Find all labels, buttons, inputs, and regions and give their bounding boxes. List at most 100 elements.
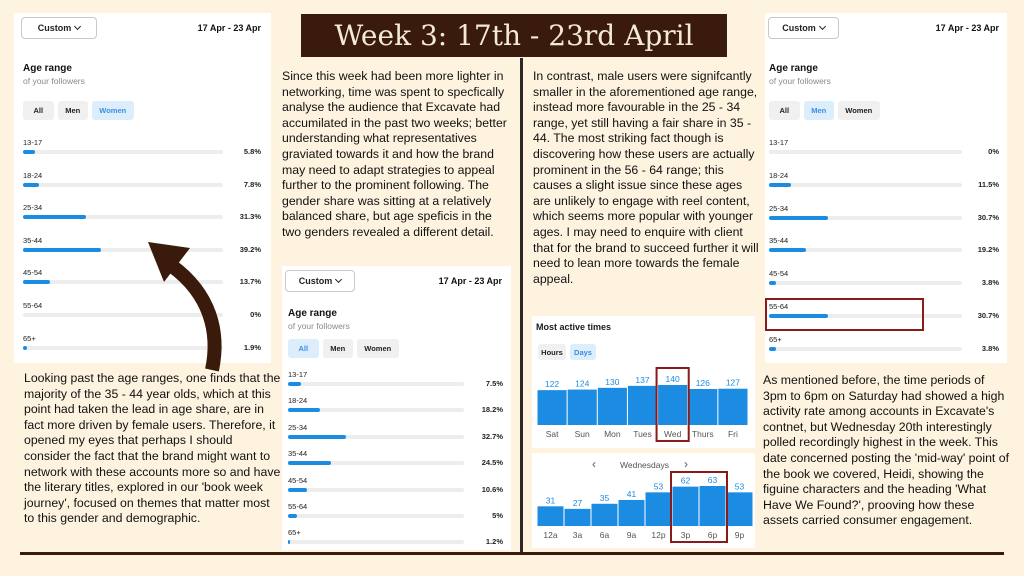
bar-value-label: 53 — [735, 481, 745, 491]
x-tick-label: Fri — [728, 429, 738, 439]
age-label: 65+ — [23, 333, 36, 343]
highlight-box — [670, 471, 728, 543]
age-label: 35-44 — [769, 236, 789, 246]
age-bar-track — [769, 248, 962, 253]
x-tick-label: 9a — [627, 530, 637, 540]
x-tick-label: Mon — [604, 429, 621, 439]
x-tick-label: 9p — [735, 530, 745, 540]
age-percentage: 1.9% — [243, 342, 261, 352]
chevron-down-icon — [335, 275, 343, 284]
age-label: 25-34 — [23, 203, 43, 213]
age-bar-fill — [23, 345, 27, 350]
age-bar-track — [769, 314, 962, 318]
tab-women[interactable]: Women — [92, 101, 134, 120]
tab-all[interactable]: All — [23, 101, 54, 120]
days-toggle[interactable]: Days — [570, 344, 596, 360]
most-active-times-title: Most active times — [536, 322, 612, 332]
curved-arrow-icon — [148, 242, 222, 372]
age-range-card-men: Custom 17 Apr - 23 Apr Age range of your fo… — [765, 13, 1007, 363]
age-range-card-all: Custom 17 Apr - 23 Apr Age range of your fo… — [282, 266, 511, 550]
age-percentage: 11.5% — [978, 179, 999, 189]
bar-value-label: 122 — [545, 379, 559, 389]
age-percentage: 7.8% — [243, 179, 261, 189]
age-bar-track — [23, 345, 223, 350]
analysis-intro-text: Since this week had been more lighter in… — [282, 69, 507, 239]
age-label: 25-34 — [288, 422, 308, 432]
chevron-down-icon — [74, 22, 82, 31]
bar-value-label: 27 — [573, 498, 583, 508]
card-title: Age range — [769, 63, 818, 74]
age-label: 13-17 — [23, 138, 43, 147]
tab-all[interactable]: All — [769, 101, 800, 120]
tab-men[interactable]: Men — [57, 101, 88, 120]
age-bar-fill — [23, 182, 39, 187]
age-percentage: 0% — [250, 310, 261, 319]
tab-women[interactable]: Women — [838, 101, 880, 120]
age-bar-track — [23, 313, 223, 317]
age-bar-fill — [288, 382, 302, 386]
age-percentage: 3.8% — [981, 343, 999, 353]
hours-toggle[interactable]: Hours — [538, 344, 566, 360]
card-title: Age range — [288, 308, 337, 319]
x-tick-label: 6a — [600, 530, 610, 540]
age-percentage: 39.2% — [239, 244, 261, 254]
bar-value-label: 137 — [635, 375, 649, 385]
bar-sat — [537, 390, 567, 425]
bar-fri — [718, 388, 748, 425]
highlight-box — [655, 367, 690, 442]
age-bar-fill — [769, 281, 777, 286]
age-bar-track — [288, 434, 464, 439]
prev-day-icon[interactable]: ‹ — [592, 457, 596, 471]
tab-all[interactable]: All — [288, 339, 319, 358]
x-tick-label: Tues — [633, 429, 652, 439]
age-percentage: 0% — [988, 147, 999, 156]
bar-value-label: 62 — [681, 476, 691, 486]
age-bar-fill — [23, 215, 86, 220]
bottom-divider — [20, 552, 1004, 555]
custom-date-dropdown[interactable]: Custom — [285, 270, 355, 292]
custom-date-dropdown[interactable]: Custom — [21, 17, 97, 39]
x-tick-label: 3a — [573, 530, 583, 540]
age-bar-track — [288, 382, 464, 386]
bar-6a — [591, 503, 618, 526]
x-tick-label: Sun — [575, 429, 590, 439]
custom-label: Custom — [298, 276, 333, 286]
age-percentage: 13.7% — [239, 277, 261, 287]
bar-value-label: 31 — [546, 495, 556, 505]
card-subtitle: of your followers — [23, 76, 85, 86]
age-bar-track — [288, 540, 464, 545]
age-bar-fill — [288, 408, 321, 413]
bar-value-label: 126 — [696, 378, 710, 388]
bar-value-label: 63 — [708, 475, 718, 485]
custom-label: Custom — [782, 23, 816, 33]
bar-value-label: 124 — [575, 379, 589, 389]
x-tick-label: Thurs — [692, 429, 714, 439]
age-bar-fill — [288, 487, 307, 492]
custom-label: Custom — [37, 23, 72, 33]
tab-men[interactable]: Men — [322, 339, 353, 358]
age-label: 65+ — [769, 334, 782, 344]
age-label: 18-24 — [23, 170, 43, 180]
age-bar-fill — [288, 461, 332, 466]
age-label: 18-24 — [769, 170, 789, 180]
age-percentage: 7.5% — [485, 379, 503, 388]
female-analysis-text: Looking past the age ranges, one finds t… — [24, 371, 281, 526]
date-range: 17 Apr - 23 Apr — [935, 23, 999, 33]
custom-date-dropdown[interactable]: Custom — [768, 17, 839, 39]
age-percentage: 19.2% — [977, 245, 999, 255]
x-tick-label: 6p — [708, 530, 718, 540]
age-label: 45-54 — [23, 268, 43, 278]
age-label: 45-54 — [769, 269, 789, 279]
age-bar-track — [769, 215, 962, 220]
age-label: 55-64 — [769, 302, 789, 311]
most-active-times-card: Most active times Hours Days — [532, 316, 755, 448]
bar-thurs — [688, 389, 718, 425]
bar-3a — [564, 508, 591, 526]
next-day-icon[interactable]: › — [684, 457, 688, 471]
age-percentage: 3.8% — [981, 278, 999, 288]
age-label: 35-44 — [288, 449, 308, 459]
tab-men[interactable]: Men — [803, 101, 834, 120]
tab-women[interactable]: Women — [357, 339, 399, 358]
card-title: Age range — [23, 63, 72, 74]
highlight-box — [765, 298, 924, 331]
